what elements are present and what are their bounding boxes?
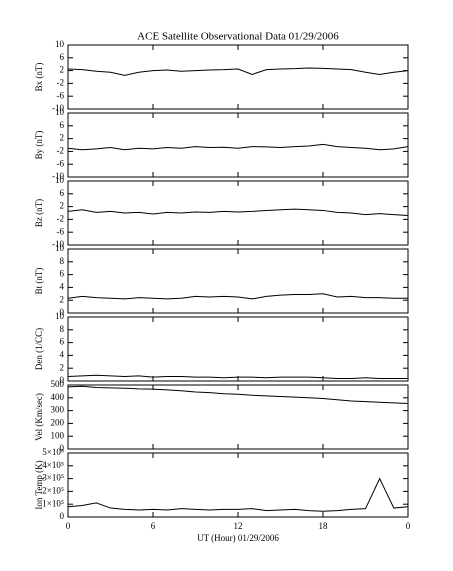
y-tick-label: 3×10⁵ xyxy=(42,473,64,483)
y-tick-label: 10 xyxy=(55,175,65,185)
y-tick-label: 10 xyxy=(55,311,65,321)
x-tick-label: 6 xyxy=(151,521,156,531)
y-tick-label: 4 xyxy=(60,349,65,359)
y-axis-label: Bx (nT) xyxy=(34,63,44,92)
y-tick-label: 6 xyxy=(60,337,65,347)
y-tick-label: 100 xyxy=(51,430,65,440)
y-tick-label: 6 xyxy=(60,52,65,62)
y-tick-label: 2×10⁵ xyxy=(42,485,64,495)
panel-frame xyxy=(67,316,409,382)
panel-frame xyxy=(67,452,409,518)
y-tick-label: 4×10⁵ xyxy=(42,460,64,470)
x-tick-label: 0 xyxy=(406,521,411,531)
y-tick-label: 0 xyxy=(60,443,65,453)
y-tick-label: -10 xyxy=(52,239,64,249)
y-axis-label: Den (1/CC) xyxy=(34,328,44,370)
panel-frame xyxy=(67,180,409,246)
y-tick-label: -2 xyxy=(57,145,65,155)
y-tick-label: -10 xyxy=(52,103,64,113)
y-tick-label: 400 xyxy=(51,392,65,402)
y-tick-label: 2 xyxy=(60,65,65,75)
x-tick-label: 18 xyxy=(319,521,329,531)
y-axis-label: Ion Temp (K) xyxy=(34,460,44,509)
y-tick-label: 2 xyxy=(60,294,65,304)
y-axis-label: By (nT) xyxy=(34,131,44,160)
y-tick-label: -2 xyxy=(57,77,65,87)
data-line xyxy=(67,385,409,405)
y-tick-label: -10 xyxy=(52,171,64,181)
data-line xyxy=(67,477,409,512)
y-tick-label: 300 xyxy=(51,405,65,415)
y-tick-label: 6 xyxy=(60,269,65,279)
y-tick-label: 0 xyxy=(60,511,65,521)
y-tick-label: -6 xyxy=(57,90,65,100)
y-tick-label: -2 xyxy=(57,213,65,223)
x-axis-label: UT (Hour) 01/29/2006 xyxy=(197,533,279,543)
y-tick-label: 200 xyxy=(51,417,65,427)
y-tick-label: 1×10⁵ xyxy=(42,498,64,508)
y-tick-label: 6 xyxy=(60,188,65,198)
y-tick-label: 0 xyxy=(60,375,65,385)
data-line xyxy=(67,143,409,151)
y-tick-label: 2 xyxy=(60,133,65,143)
y-tick-label: 5×10⁵ xyxy=(42,447,64,457)
y-tick-label: 2 xyxy=(60,362,65,372)
panel-frame xyxy=(67,112,409,178)
x-tick-label: 12 xyxy=(234,521,243,531)
x-tick-label: 0 xyxy=(66,521,71,531)
y-axis-label: Vel (Km/sec) xyxy=(34,393,44,441)
y-tick-label: -6 xyxy=(57,226,65,236)
y-tick-label: 8 xyxy=(60,256,65,266)
panel-frame xyxy=(67,248,409,314)
data-line xyxy=(67,208,409,217)
y-tick-label: -6 xyxy=(57,158,65,168)
panel-frame xyxy=(67,44,409,110)
y-axis-label: Bt (nT) xyxy=(34,268,44,295)
y-axis-label: Bz (nT) xyxy=(34,199,44,227)
y-tick-label: 6 xyxy=(60,120,65,130)
y-tick-label: 10 xyxy=(55,243,65,253)
y-tick-label: 500 xyxy=(51,379,65,389)
y-tick-label: 0 xyxy=(60,307,65,317)
data-line xyxy=(67,374,408,379)
chart-title: ACE Satellite Observational Data 01/29/2… xyxy=(137,31,339,43)
data-line xyxy=(67,293,408,300)
y-tick-label: 8 xyxy=(60,324,65,334)
y-tick-label: 4 xyxy=(60,281,65,291)
y-tick-label: 10 xyxy=(55,39,65,49)
y-tick-label: 10 xyxy=(55,107,65,117)
y-tick-label: 2 xyxy=(60,201,65,211)
data-line xyxy=(67,67,409,76)
